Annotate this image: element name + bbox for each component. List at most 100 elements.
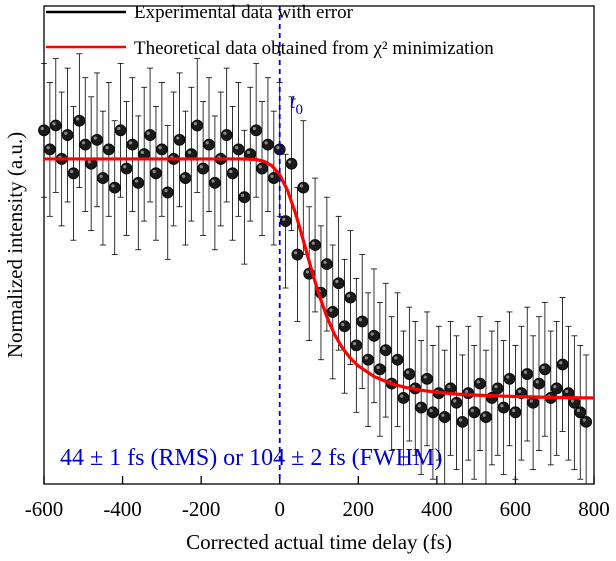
data-point [350,339,363,352]
data-point-highlight [111,184,115,188]
data-point [150,167,162,180]
data-point-highlight [405,370,410,374]
data-point-highlight [52,122,56,126]
data-point-highlight [423,375,427,379]
data-point-highlight [447,385,451,389]
x-tick-layer: -600 -400 -200 0 200 400 600 800 [25,476,610,521]
data-point [79,138,92,151]
data-point [373,363,386,376]
data-point [262,138,274,151]
data-point [291,248,304,261]
data-point-highlight [164,189,168,193]
data-point-highlight [335,279,339,284]
data-point [279,215,292,228]
t0-label: t0 [290,89,303,118]
fit-line [44,157,595,400]
data-point-highlight [240,193,245,197]
data-point-highlight [252,126,256,131]
plot-frame [43,5,595,485]
data-point [208,176,221,189]
data-point-highlight [87,160,91,164]
data-point-highlight [99,174,103,178]
data-point-highlight [187,150,192,154]
data-point-highlight [75,117,80,121]
data-point-highlight [123,165,127,169]
data-point-highlight [394,356,398,360]
data-point [368,329,380,342]
data-point-highlight [382,346,386,350]
data-point [503,372,516,385]
data-point [120,162,133,175]
data-point-highlight [506,375,510,379]
data-point [320,258,333,271]
data-point-highlight [400,394,404,398]
data-point [309,239,321,251]
data-point-highlight [441,413,445,417]
data-point-highlight [146,131,150,135]
data-point-highlight [293,251,298,255]
data-point-highlight [517,389,522,393]
data-point [226,167,239,180]
data-point [468,406,481,419]
data-point-highlight [311,241,315,245]
data-point [574,406,587,419]
data-point-highlight [553,385,557,389]
data-point [256,162,268,175]
data-point-highlight [105,146,109,150]
data-point [509,406,522,419]
data-point-highlight [152,169,156,174]
x-tick-label: 200 [343,497,375,521]
data-point [403,368,416,380]
data-point [538,363,551,376]
data-point [197,162,210,175]
data-point-highlight [352,341,357,346]
data-point-highlight [288,160,292,164]
data-point [474,377,486,390]
data-point [49,119,62,132]
data-point-highlight [134,179,139,183]
data-point [379,344,392,357]
data-point-highlight [347,294,351,298]
data-point-highlight [329,308,333,312]
data-point [427,406,439,419]
data-point-highlight [176,136,180,140]
data-point-highlight [305,270,309,274]
x-tick-label: -200 [182,497,221,521]
data-point [191,119,204,132]
data-point-highlight [323,260,327,264]
data-point [97,172,109,184]
data-point-highlight [535,380,539,384]
data-point-highlight [476,380,480,384]
data-point-highlight [482,413,486,417]
data-point-highlight [341,322,345,327]
data-point [415,401,428,414]
data-point-highlight [205,141,209,145]
t0-label-subscript: 0 [296,102,304,118]
data-point [580,415,593,428]
data-point [203,138,215,151]
data-point-highlight [576,408,581,413]
errorbar-layer [41,53,590,485]
data-point-highlight [40,126,44,131]
data-point [480,411,492,423]
data-point [161,186,174,199]
data-point [338,320,351,333]
data-point [220,129,233,141]
data-point-highlight [81,141,86,145]
x-tick-label: 400 [421,497,453,521]
data-point-highlight [158,146,162,150]
data-point-highlight [276,146,280,150]
data-point-highlight [541,365,545,370]
x-axis-label: Corrected actual time delay (fs) [186,530,452,554]
data-point-highlight [93,136,97,140]
data-point [250,124,263,137]
data-point [38,124,50,137]
data-point [362,353,375,366]
data-point [533,377,545,390]
data-point-highlight [235,146,239,150]
data-point-highlight [270,174,274,178]
data-point [397,392,410,404]
data-point-highlight [64,131,68,135]
